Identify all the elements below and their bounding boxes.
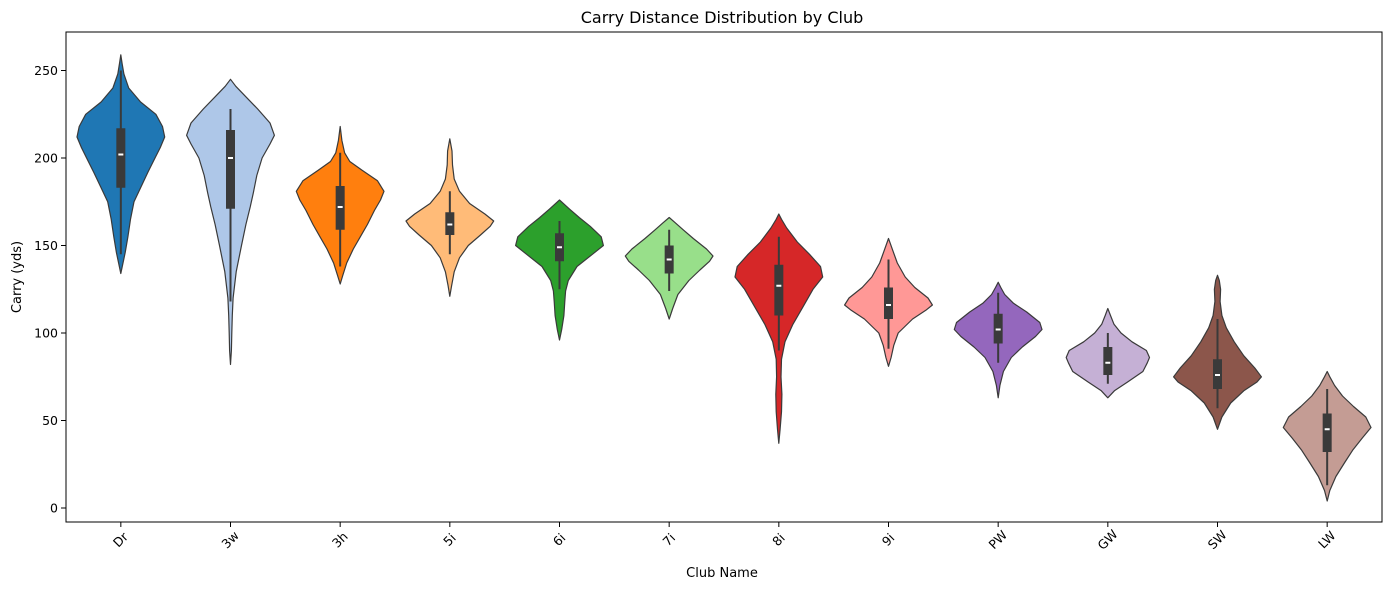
y-axis: 0 50 100 150 200 250 (34, 63, 66, 516)
y-tick-label: 100 (34, 326, 58, 341)
chart-title: Carry Distance Distribution by Club (581, 8, 864, 27)
x-tick-label: PW (985, 527, 1010, 552)
x-tick-label: Dr (110, 529, 132, 551)
plot-frame (65, 31, 1383, 523)
y-tick-label: 50 (42, 413, 58, 428)
x-tick-label: 3h (329, 529, 351, 551)
plot-area (76, 54, 1372, 502)
x-tick-label: 7i (659, 530, 678, 549)
iqr-box-lw (1322, 413, 1332, 452)
x-axis-label: Club Name (686, 566, 758, 581)
y-axis-label: Carry (yds) (10, 241, 25, 313)
iqr-box-9i (884, 287, 893, 319)
x-tick-label: LW (1315, 528, 1338, 551)
iqr-box-dr (116, 128, 126, 188)
y-tick-label: 0 (50, 501, 58, 516)
y-tick-label: 250 (34, 63, 58, 78)
y-tick-label: 200 (34, 151, 58, 166)
x-tick-label: 3w (218, 528, 241, 551)
x-tick-label: 8i (769, 530, 788, 549)
x-tick-label: SW (1205, 527, 1230, 552)
iqr-box-3w (226, 130, 235, 209)
iqr-box-gw (1103, 347, 1113, 375)
y-tick-label: 150 (34, 238, 58, 253)
x-axis: Dr 3w 3h 5i 6i 7i 8i 9i PW GW SW LW (110, 522, 1339, 553)
x-tick-label: 6i (550, 530, 569, 549)
iqr-box-8i (774, 264, 784, 316)
x-tick-label: GW (1094, 527, 1120, 553)
x-tick-label: 9i (879, 530, 898, 549)
x-tick-label: 5i (440, 530, 459, 549)
